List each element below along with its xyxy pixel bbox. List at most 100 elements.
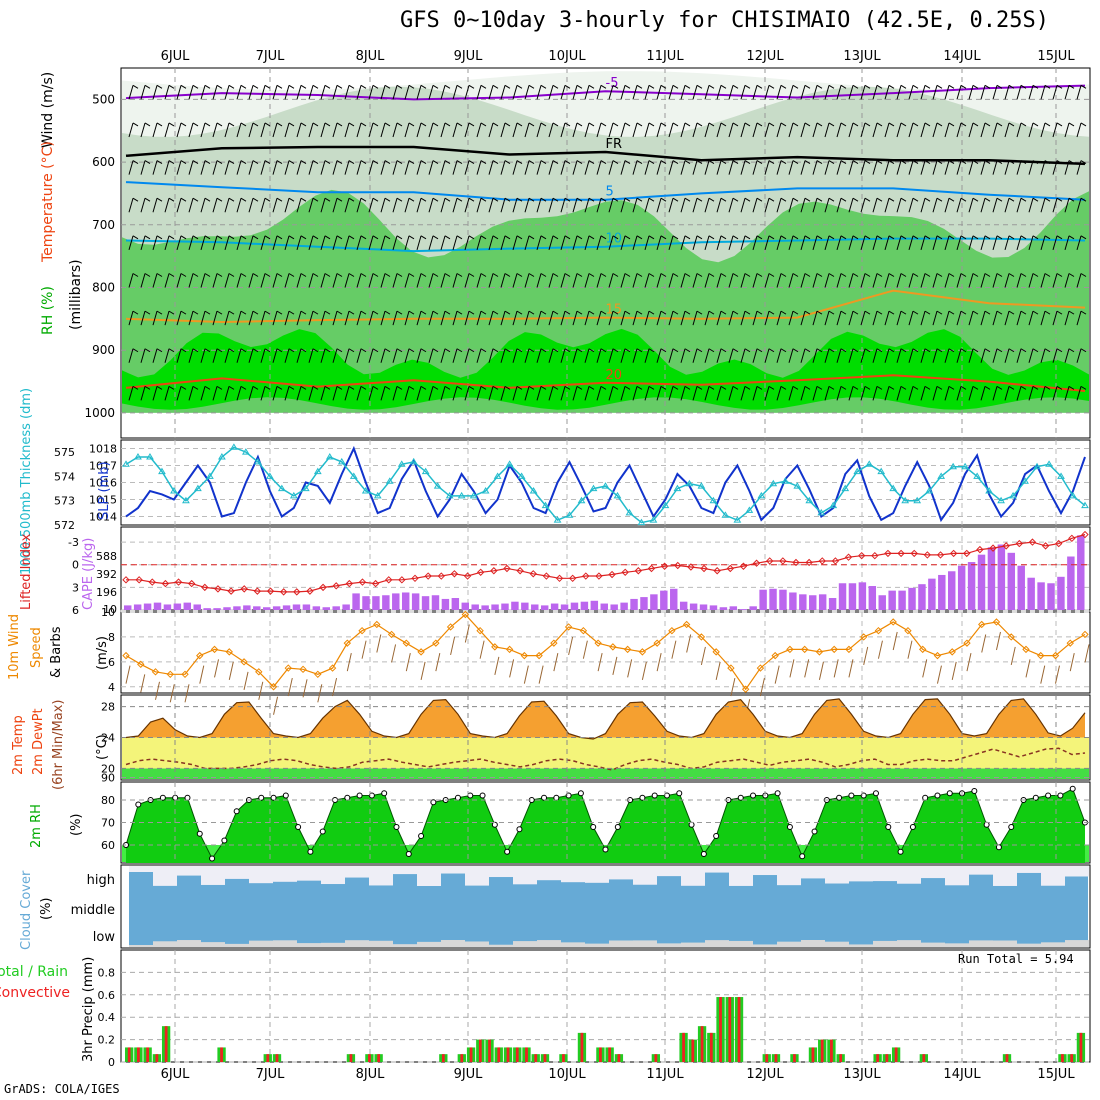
thickness-marker bbox=[1057, 472, 1065, 479]
li-marker bbox=[174, 578, 183, 586]
wind-barb-flag bbox=[420, 273, 427, 277]
wind-barb bbox=[164, 235, 170, 251]
wind-barb bbox=[392, 85, 398, 100]
wind-barb-flag bbox=[1032, 197, 1039, 202]
wind-barb-flag bbox=[456, 84, 463, 89]
wind-barb-flag bbox=[1008, 84, 1015, 89]
wind-barb bbox=[308, 310, 314, 326]
wind10-marker bbox=[668, 626, 676, 635]
temp-band-green bbox=[122, 768, 1089, 779]
wind-barb-flag bbox=[756, 348, 763, 353]
wind10-barb bbox=[523, 665, 529, 684]
wind-barb bbox=[1052, 386, 1058, 401]
wind-barb-flag bbox=[324, 348, 331, 353]
wind-barb-flag bbox=[252, 122, 259, 127]
wind-barb-flag bbox=[180, 348, 187, 353]
li-marker bbox=[135, 576, 143, 584]
wind10-barb bbox=[287, 677, 293, 697]
wind-barb-flag bbox=[792, 310, 799, 315]
wind-barb-flag bbox=[240, 310, 247, 315]
precip-conv-bar bbox=[894, 1047, 898, 1062]
precip-conv-bar bbox=[839, 1054, 843, 1062]
wind-barb bbox=[560, 198, 566, 213]
wind-barb-flag bbox=[540, 122, 547, 127]
wind10-marker bbox=[653, 639, 661, 647]
wind-barb bbox=[788, 235, 794, 251]
precip-conv-bar bbox=[534, 1054, 538, 1062]
wind-barb-flag bbox=[1068, 235, 1075, 240]
wind-barb bbox=[824, 122, 830, 138]
wind-barb bbox=[404, 122, 410, 138]
wind-barb bbox=[920, 386, 926, 401]
wind-barb-flag bbox=[168, 385, 175, 390]
wind10-marker bbox=[476, 626, 484, 635]
wind-barb bbox=[668, 85, 674, 100]
wind-barb-flag bbox=[864, 235, 871, 240]
wind-barb-flag bbox=[204, 385, 211, 390]
wind-barb-flag bbox=[708, 197, 715, 202]
wind-barb bbox=[836, 310, 842, 326]
wind-barb bbox=[260, 348, 266, 363]
wind-barb-flag bbox=[696, 273, 703, 277]
wind-barb-flag bbox=[828, 84, 835, 89]
wind-barb bbox=[980, 310, 986, 326]
cape-bar bbox=[719, 607, 728, 610]
wind-barb-flag bbox=[300, 385, 307, 390]
cloud-gap-low bbox=[345, 940, 369, 947]
wind-barb bbox=[644, 310, 650, 326]
wind-barb bbox=[764, 85, 770, 100]
wind-barb-flag bbox=[1044, 310, 1051, 315]
y-tick-rh-90: 90 bbox=[101, 772, 115, 785]
wind-barb bbox=[272, 160, 278, 175]
cloud-gap-high bbox=[513, 866, 537, 885]
wind-barb bbox=[812, 348, 818, 363]
wind-barb bbox=[464, 273, 470, 288]
li-marker bbox=[595, 572, 603, 580]
wind-barb bbox=[248, 386, 254, 401]
precip-conv-bar bbox=[460, 1054, 464, 1062]
wind-barb bbox=[1016, 235, 1022, 251]
wind-barb-flag bbox=[972, 122, 979, 127]
wind-barb bbox=[296, 160, 302, 175]
wind-barb-flag bbox=[396, 348, 403, 353]
wind-barb bbox=[584, 348, 590, 363]
wind-barb bbox=[860, 160, 866, 175]
wind-barb-flag bbox=[732, 273, 739, 277]
wind-barb bbox=[836, 198, 842, 213]
cape-bar bbox=[630, 598, 638, 610]
wind-barb bbox=[656, 198, 662, 213]
wind-barb bbox=[812, 273, 818, 288]
wind-barb-flag bbox=[372, 84, 379, 89]
wind-barb bbox=[344, 235, 350, 251]
cloud-gap-low bbox=[561, 942, 585, 947]
wind-barb-flag bbox=[372, 122, 379, 127]
wind-barb-flag bbox=[696, 348, 703, 353]
wind-barb-flag bbox=[804, 122, 811, 127]
precip-conv-bar bbox=[1061, 1054, 1064, 1062]
wind-barb-flag bbox=[984, 122, 991, 127]
wind-barb bbox=[968, 310, 974, 326]
wind-barb bbox=[308, 198, 314, 213]
wind-barb-flag bbox=[660, 160, 667, 165]
wind-barb-flag bbox=[648, 348, 655, 353]
wind-barb bbox=[452, 386, 458, 401]
wind-barb bbox=[488, 160, 494, 175]
chart-title: GFS 0~10day 3-hourly for CHISIMAIO (42.5… bbox=[400, 8, 1050, 33]
cape-bar bbox=[709, 605, 718, 610]
thickness-marker bbox=[613, 491, 622, 499]
wind-barb bbox=[416, 386, 422, 401]
wind-barb bbox=[272, 273, 278, 288]
wind-barb-flag bbox=[780, 122, 787, 127]
wind-barb-flag bbox=[624, 84, 631, 89]
wind-barb-flag bbox=[480, 84, 487, 89]
wind-barb bbox=[512, 85, 518, 100]
wind-barb-flag bbox=[732, 348, 739, 353]
wind-barb-flag bbox=[528, 348, 535, 353]
wind-barb-flag bbox=[996, 122, 1003, 127]
cloud-gap-high bbox=[225, 866, 249, 879]
wind-barb-flag bbox=[384, 84, 391, 89]
wind-barb bbox=[920, 160, 926, 175]
thickness-marker bbox=[301, 484, 310, 492]
wind-barb-flag bbox=[864, 310, 871, 315]
